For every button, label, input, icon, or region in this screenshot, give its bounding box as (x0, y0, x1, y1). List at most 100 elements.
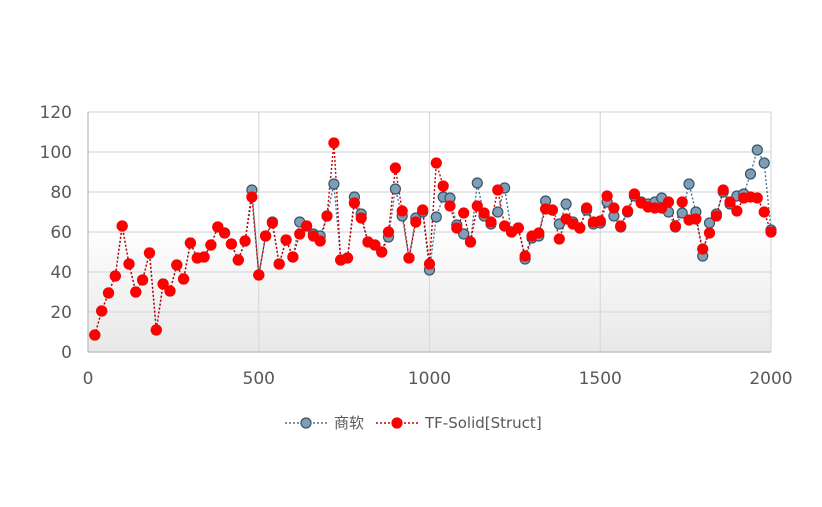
data-point (314, 235, 326, 247)
legend-marker (300, 417, 312, 429)
data-point (171, 259, 183, 271)
data-point (273, 258, 285, 270)
series-tf-solid-struct-points (89, 137, 777, 341)
data-point (724, 196, 736, 208)
legend: 商软 TF-Solid[Struct] (285, 414, 542, 432)
data-point (608, 202, 620, 214)
legend-item-shangruan: 商软 (285, 414, 364, 432)
data-point (294, 228, 306, 240)
data-point (253, 269, 265, 281)
data-point (396, 205, 408, 217)
data-point (246, 191, 258, 203)
data-point (123, 258, 135, 270)
data-point (710, 210, 723, 222)
data-point (219, 227, 231, 239)
data-point (628, 188, 641, 200)
data-point (560, 198, 572, 210)
data-point (478, 207, 490, 219)
data-point (198, 251, 210, 263)
data-point (485, 216, 497, 228)
data-point (301, 220, 313, 232)
data-point (437, 180, 449, 192)
data-point (615, 220, 627, 232)
data-point (451, 222, 463, 234)
data-point (458, 228, 470, 240)
y-tick-label: 80 (50, 183, 72, 203)
data-point (239, 235, 251, 247)
data-point (137, 274, 149, 286)
data-point (574, 222, 586, 234)
data-point (499, 220, 511, 232)
data-point (731, 205, 743, 217)
data-point (369, 239, 381, 251)
data-point (765, 226, 777, 238)
x-tick-label: 2000 (749, 369, 792, 389)
data-point (697, 243, 709, 255)
data-point (328, 137, 340, 149)
data-point (458, 207, 470, 219)
data-point (382, 226, 395, 238)
data-point (430, 211, 442, 223)
data-point (683, 178, 695, 190)
data-point (662, 196, 675, 208)
data-point (341, 252, 354, 264)
data-point (184, 237, 196, 249)
data-point (205, 239, 217, 251)
legend-label: TF-Solid[Struct] (424, 414, 542, 432)
y-tick-label: 40 (50, 263, 72, 283)
y-tick-label: 120 (40, 103, 72, 123)
data-point (109, 270, 121, 282)
data-point (512, 222, 524, 234)
data-point (758, 206, 770, 218)
legend-item-tf-solid-struct: TF-Solid[Struct] (376, 414, 542, 432)
y-tick-label: 20 (50, 303, 72, 323)
data-point (430, 157, 442, 169)
data-point (389, 183, 401, 195)
data-point (580, 202, 593, 214)
data-point (287, 251, 299, 263)
data-point (417, 204, 429, 216)
data-point (621, 205, 634, 217)
data-point (130, 286, 142, 298)
data-point (410, 216, 422, 228)
data-point (225, 238, 237, 250)
data-point (519, 250, 531, 262)
data-point (744, 168, 757, 180)
data-point (150, 324, 162, 336)
data-point (717, 184, 729, 196)
data-point (143, 247, 156, 259)
legend-marker (391, 417, 403, 429)
data-point (751, 144, 763, 156)
data-point (266, 217, 278, 229)
data-point (280, 234, 292, 246)
data-point (601, 190, 613, 202)
data-point (355, 212, 367, 224)
data-point (321, 210, 333, 222)
data-point (260, 230, 272, 242)
y-tick-label: 0 (61, 343, 72, 363)
y-axis: 0 20 40 60 80 100 120 (40, 103, 89, 363)
data-point (492, 206, 504, 218)
x-tick-label: 1500 (579, 369, 622, 389)
data-point (232, 254, 244, 266)
data-point (533, 227, 545, 239)
data-point (89, 329, 101, 341)
data-point (676, 207, 688, 219)
data-point (116, 220, 128, 232)
x-tick-label: 1000 (408, 369, 451, 389)
data-point (471, 177, 483, 189)
data-point (178, 273, 190, 285)
data-point (492, 184, 504, 196)
data-point (164, 285, 176, 297)
data-point (348, 197, 360, 209)
data-point (758, 157, 770, 169)
data-point (669, 220, 682, 232)
data-point (444, 200, 456, 212)
y-tick-label: 60 (50, 223, 72, 243)
data-point (376, 246, 388, 258)
x-tick-label: 0 (83, 369, 94, 389)
data-point (423, 258, 436, 270)
data-point (102, 287, 115, 299)
data-point (96, 305, 108, 317)
